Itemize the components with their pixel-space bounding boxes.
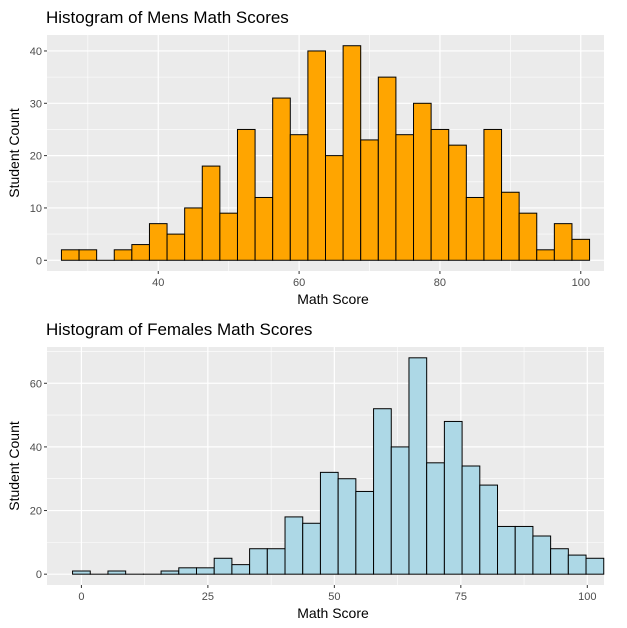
histogram-bar xyxy=(319,471,339,575)
histogram-bar xyxy=(72,570,91,575)
histogram-bar xyxy=(571,238,591,261)
y-tick-label: 40 xyxy=(30,46,42,58)
histogram-bar xyxy=(514,525,534,575)
histogram-bar xyxy=(355,490,375,575)
y-axis-title-females: Student Count xyxy=(6,421,22,511)
x-tick-label: 40 xyxy=(152,277,164,289)
histogram-bar xyxy=(448,144,467,261)
histogram-bar xyxy=(479,484,499,575)
histogram-bar xyxy=(60,249,80,261)
y-ticks-females: 0 20 40 60 xyxy=(30,378,47,581)
histogram-bar xyxy=(302,522,321,575)
y-tick-label: 60 xyxy=(30,378,42,390)
y-tick-label: 10 xyxy=(30,203,42,215)
histogram-bar xyxy=(567,554,587,575)
histogram-bar xyxy=(184,207,203,261)
histogram-bar xyxy=(342,45,362,261)
histogram-bar xyxy=(307,50,326,261)
histogram-bar xyxy=(284,516,304,575)
histogram-bar xyxy=(483,128,503,261)
x-tick-label: 0 xyxy=(78,591,84,603)
histogram-bar xyxy=(532,535,552,575)
histogram-bar xyxy=(390,446,410,575)
histogram-bar xyxy=(337,478,357,575)
x-ticks-females: 0 25 50 75 100 xyxy=(78,585,596,603)
histogram-bar xyxy=(113,249,133,261)
histogram-bar xyxy=(430,128,450,261)
histogram-bar xyxy=(254,196,274,261)
histogram-bar xyxy=(289,134,309,261)
histogram-bar xyxy=(585,557,605,575)
histogram-bar xyxy=(550,548,569,575)
chart-title-females: Histogram of Females Math Scores xyxy=(46,320,312,339)
histogram-bar xyxy=(166,233,186,261)
histogram-bar xyxy=(160,570,180,575)
histogram-bar xyxy=(266,548,286,575)
histogram-bar xyxy=(272,97,291,261)
x-axis-title-mens: Math Score xyxy=(297,291,369,307)
histogram-bar xyxy=(131,244,150,261)
histogram-bar xyxy=(497,525,516,575)
histogram-bar xyxy=(178,567,197,575)
histogram-bar xyxy=(465,196,485,261)
bars-females xyxy=(72,357,605,575)
x-tick-label: 60 xyxy=(293,277,305,289)
histogram-bar xyxy=(553,223,573,261)
histogram-bar xyxy=(461,465,481,575)
x-axis-title-females: Math Score xyxy=(297,605,369,621)
mens-histogram: Histogram of Mens Math Scores 40 60 80 100 … xyxy=(6,8,604,307)
histogram-bar xyxy=(501,191,520,261)
y-tick-label: 20 xyxy=(30,506,42,518)
chart-title-mens: Histogram of Mens Math Scores xyxy=(46,8,289,27)
histogram-bar xyxy=(443,420,463,575)
x-tick-label: 50 xyxy=(328,591,340,603)
histogram-bar xyxy=(213,557,233,575)
histogram-bar xyxy=(518,212,538,261)
histogram-bar xyxy=(395,134,415,261)
histogram-bar xyxy=(219,212,238,261)
histogram-bar xyxy=(408,357,428,575)
histogram-bar xyxy=(536,249,555,261)
histogram-bar xyxy=(325,155,344,261)
bars-mens xyxy=(60,45,591,261)
histogram-bar xyxy=(249,548,268,575)
histogram-bar xyxy=(377,76,397,261)
x-tick-label: 75 xyxy=(455,591,467,603)
y-tick-label: 0 xyxy=(36,569,42,581)
y-tick-label: 20 xyxy=(30,151,42,163)
histogram-bar xyxy=(148,223,168,261)
histogram-bar xyxy=(195,567,215,575)
histogram-bar xyxy=(236,128,256,261)
x-ticks-mens: 40 60 80 100 xyxy=(152,271,590,289)
y-tick-label: 30 xyxy=(30,98,42,110)
x-tick-label: 100 xyxy=(578,591,596,603)
x-tick-label: 80 xyxy=(434,277,446,289)
histogram-bar xyxy=(201,165,221,261)
x-tick-label: 100 xyxy=(572,277,590,289)
histogram-bar xyxy=(413,102,432,261)
x-tick-label: 25 xyxy=(202,591,214,603)
y-ticks-mens: 0 10 20 30 40 xyxy=(30,46,47,267)
histogram-bar xyxy=(78,249,98,261)
histogram-bar xyxy=(360,139,379,261)
females-histogram: Histogram of Females Math Scores 0 25 50 75… xyxy=(6,320,605,621)
histogram-bar xyxy=(426,462,445,575)
histogram-bar xyxy=(373,408,392,575)
y-tick-label: 0 xyxy=(36,255,42,267)
histogram-bar xyxy=(231,564,251,575)
y-tick-label: 40 xyxy=(30,442,42,454)
histogram-bar xyxy=(107,570,127,575)
y-axis-title-mens: Student Count xyxy=(6,108,22,198)
